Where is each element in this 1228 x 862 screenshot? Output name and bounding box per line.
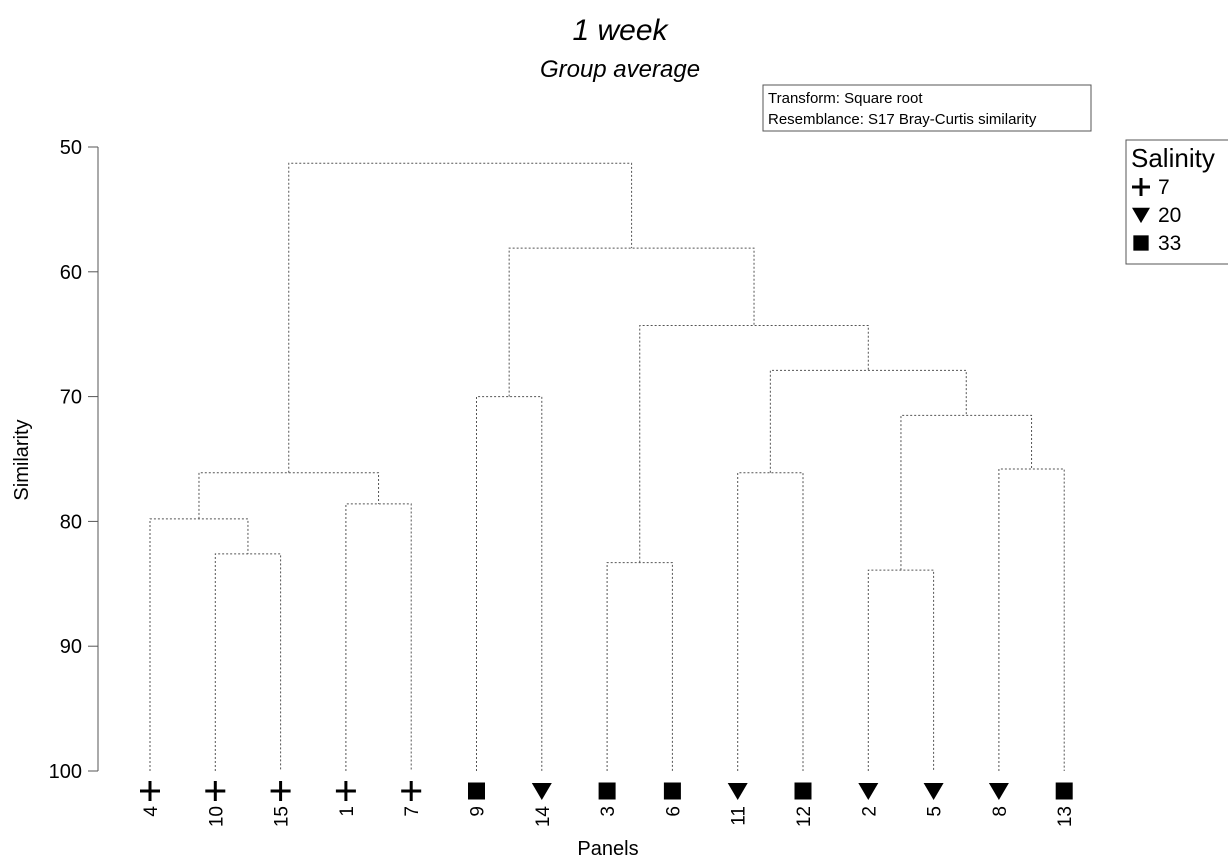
leaf-label: 10 (206, 806, 227, 827)
info-box-frame (762, 84, 1092, 132)
leaf-label: 14 (533, 806, 554, 828)
leaf-marker (468, 782, 485, 800)
info-box: Transform: Square root Resemblance: S17 … (762, 84, 1092, 132)
dendrogram-branch (998, 468, 1065, 771)
leaf-marker (598, 782, 616, 800)
dendrogram-branch (214, 553, 282, 771)
y-axis-title: Similarity (11, 419, 33, 500)
chart-subtitle: Group average (540, 56, 700, 83)
dendrogram-branch (769, 369, 967, 473)
legend-marker (1132, 207, 1150, 224)
y-tick-label: 70 (60, 387, 82, 409)
leaf-marker (531, 783, 552, 800)
y-tick-label: 100 (49, 761, 82, 783)
leaf-label: 4 (141, 806, 162, 817)
legend-label: 20 (1158, 204, 1181, 227)
dendrogram-branch (900, 414, 1033, 571)
leaf-marker (401, 781, 422, 801)
dendrogram-branch (476, 396, 543, 771)
dendrogram-branch (639, 324, 869, 563)
y-ticks: 50 60 70 80 90 100 (49, 137, 98, 783)
chart-title: 1 week (572, 14, 669, 47)
leaf-marker (988, 783, 1009, 800)
legend-entries: 7 20 33 (1132, 176, 1181, 255)
leaf-label: 7 (402, 806, 423, 817)
leaf-label: 2 (859, 806, 880, 817)
leaf-label: 1 (337, 806, 358, 817)
leaf-marker (205, 781, 226, 801)
leaf-marker (1055, 782, 1073, 800)
dendrogram-branch (149, 518, 249, 771)
leaf-marker (663, 782, 681, 800)
leaf-marker (794, 782, 812, 800)
leaf-label: 9 (468, 806, 489, 817)
leaf-label: 5 (925, 806, 946, 817)
dendrogram-branch (198, 472, 380, 519)
leaf-marker (140, 781, 160, 801)
y-tick-label: 90 (60, 636, 82, 658)
leaf-marker (270, 781, 291, 801)
dendrogram-branch (867, 569, 935, 771)
legend-marker (1132, 178, 1150, 196)
leaf-marker (923, 783, 944, 800)
leaf-marker (858, 783, 879, 800)
leaf-label: 15 (272, 806, 293, 827)
leaf-label: 13 (1055, 806, 1076, 827)
leaf-marker (335, 781, 356, 801)
legend-title: Salinity (1131, 143, 1215, 173)
dendrogram-branch (508, 247, 755, 397)
y-tick-label: 60 (60, 262, 82, 284)
leaf-label: 6 (663, 806, 684, 817)
leaf-label: 3 (598, 806, 619, 817)
leaf-label: 11 (729, 806, 750, 826)
x-axis-title: Panels (577, 838, 638, 860)
dendrogram-branch (606, 562, 673, 771)
dendrogram-branch (288, 162, 633, 473)
legend-label: 7 (1158, 176, 1170, 199)
y-tick-label: 80 (60, 511, 82, 533)
dendrogram-branches (149, 162, 1065, 771)
info-resemblance: Resemblance: S17 Bray-Curtis similarity (768, 111, 1037, 128)
legend-marker (1133, 235, 1149, 251)
y-tick-label: 50 (60, 137, 82, 159)
info-transform: Transform: Square root (768, 90, 923, 107)
leaf-label: 12 (794, 806, 815, 827)
dendrogram-branch (737, 472, 804, 771)
leaf-label: 8 (990, 806, 1011, 817)
dendrogram-branch (345, 503, 412, 771)
legend-label: 33 (1158, 232, 1181, 255)
leaf-labels: 4 10 15 1 7 9 14 3 6 11 12 2 5 8 13 (140, 781, 1076, 827)
legend: Salinity 7 20 33 (1125, 139, 1228, 265)
leaf-marker (727, 783, 748, 800)
